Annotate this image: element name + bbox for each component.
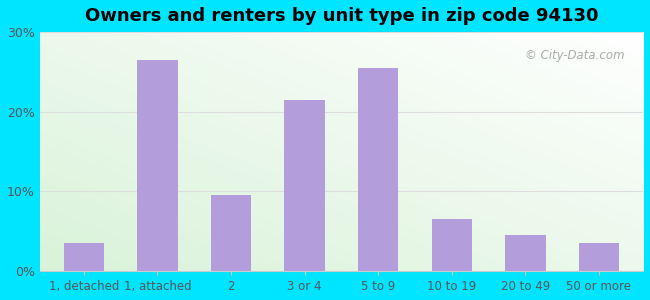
Bar bbox=[137, 60, 177, 271]
Text: © City-Data.com: © City-Data.com bbox=[525, 49, 625, 62]
Bar bbox=[578, 243, 619, 271]
Title: Owners and renters by unit type in zip code 94130: Owners and renters by unit type in zip c… bbox=[84, 7, 598, 25]
Bar bbox=[211, 195, 252, 271]
Bar bbox=[64, 243, 104, 271]
Bar bbox=[505, 235, 545, 271]
Bar bbox=[358, 68, 398, 271]
Bar bbox=[284, 100, 325, 271]
Bar bbox=[432, 219, 472, 271]
